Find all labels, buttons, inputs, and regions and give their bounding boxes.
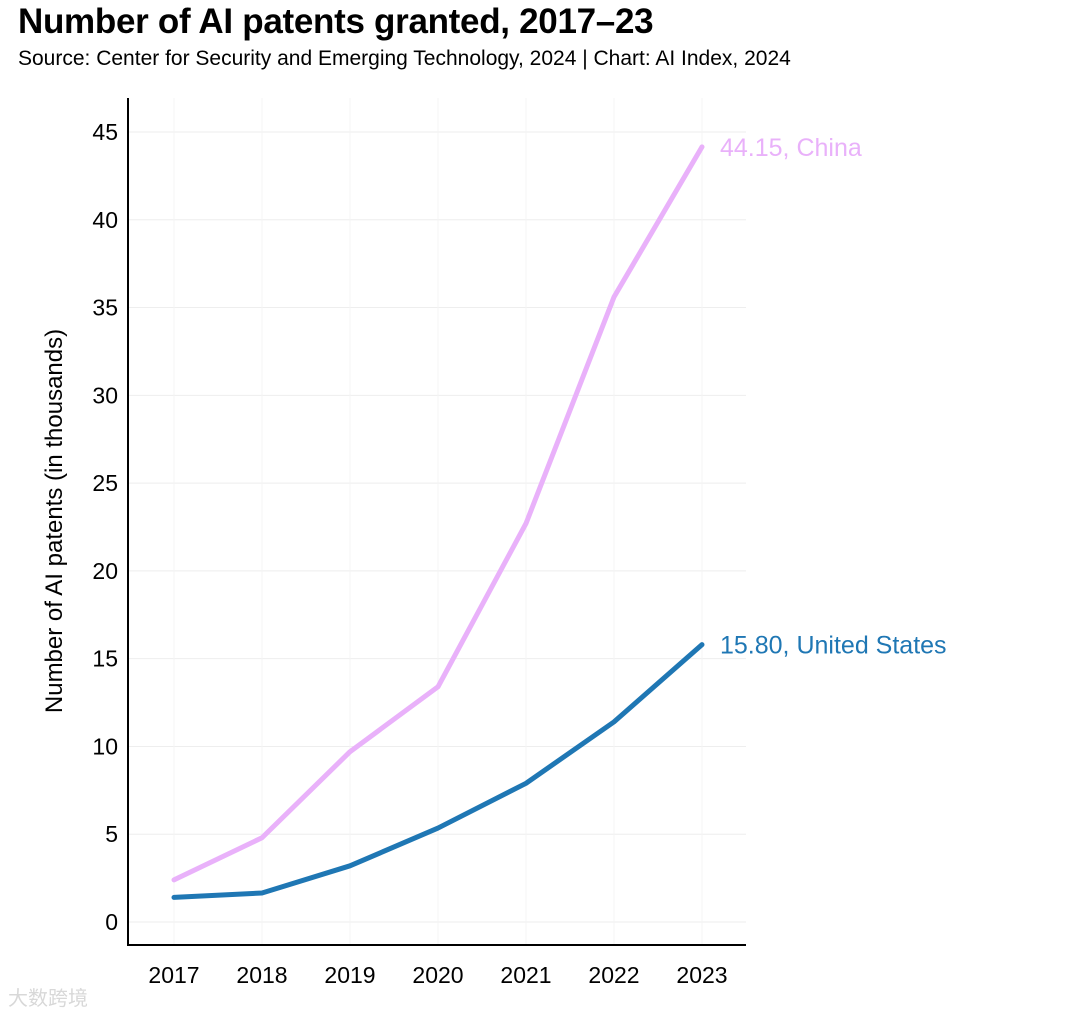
x-tick-label: 2023 <box>676 962 727 988</box>
x-tick-label: 2021 <box>500 962 551 988</box>
x-tick-label: 2017 <box>148 962 199 988</box>
y-tick-label: 20 <box>92 558 118 584</box>
y-tick-label: 0 <box>105 909 118 935</box>
y-tick-label: 25 <box>92 470 118 496</box>
y-axis-title: Number of AI patents (in thousands) <box>41 329 68 713</box>
y-tick-label: 40 <box>92 207 118 233</box>
y-tick-label: 5 <box>105 821 118 847</box>
y-tick-label: 10 <box>92 733 118 759</box>
x-tick-label: 2020 <box>412 962 463 988</box>
chart-subtitle: Source: Center for Security and Emerging… <box>18 47 791 70</box>
y-tick-label: 30 <box>92 382 118 408</box>
x-tick-label: 2022 <box>588 962 639 988</box>
series-end-label: 15.80, United States <box>720 632 947 660</box>
y-tick-label: 35 <box>92 295 118 321</box>
y-tick-label: 15 <box>92 646 118 672</box>
x-tick-label: 2019 <box>324 962 375 988</box>
chart-title: Number of AI patents granted, 2017–23 <box>18 2 654 41</box>
watermark: 大数跨境 <box>8 988 88 1010</box>
series-end-label: 44.15, China <box>720 134 862 162</box>
x-tick-label: 2018 <box>236 962 287 988</box>
y-tick-label: 45 <box>92 119 118 145</box>
